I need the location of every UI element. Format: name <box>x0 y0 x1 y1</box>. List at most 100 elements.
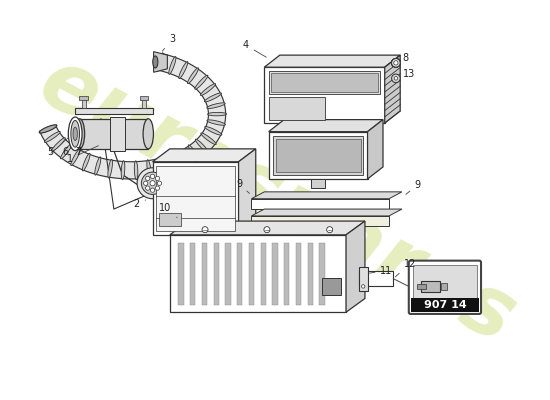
Text: 907 14: 907 14 <box>424 300 466 310</box>
Bar <box>80 96 88 100</box>
Ellipse shape <box>60 144 72 159</box>
Bar <box>251 216 389 226</box>
Bar <box>273 136 363 175</box>
Bar <box>190 244 195 305</box>
Circle shape <box>155 176 160 180</box>
FancyBboxPatch shape <box>409 261 481 314</box>
Ellipse shape <box>95 157 101 175</box>
Ellipse shape <box>170 154 177 172</box>
Bar <box>261 244 266 305</box>
Bar <box>170 235 346 312</box>
Circle shape <box>202 227 208 233</box>
Circle shape <box>392 58 400 67</box>
Bar <box>410 298 479 312</box>
Text: 12: 12 <box>395 259 416 277</box>
Text: 8: 8 <box>403 53 409 63</box>
Ellipse shape <box>82 153 90 171</box>
Bar <box>109 117 125 150</box>
Ellipse shape <box>200 84 216 96</box>
Bar <box>213 244 219 305</box>
Bar <box>268 132 367 179</box>
Bar <box>359 271 393 286</box>
Bar <box>160 213 181 226</box>
Ellipse shape <box>169 56 176 74</box>
Circle shape <box>394 77 398 80</box>
Bar <box>202 244 207 305</box>
Bar <box>322 278 341 295</box>
Ellipse shape <box>39 125 57 133</box>
Circle shape <box>141 172 164 194</box>
Polygon shape <box>268 120 383 132</box>
Ellipse shape <box>195 139 208 153</box>
Bar <box>265 67 385 123</box>
Ellipse shape <box>39 125 57 133</box>
Ellipse shape <box>108 159 112 178</box>
Ellipse shape <box>195 75 208 89</box>
Ellipse shape <box>71 149 80 166</box>
Circle shape <box>86 126 94 132</box>
Polygon shape <box>40 54 225 179</box>
Ellipse shape <box>52 138 65 151</box>
Ellipse shape <box>159 158 164 176</box>
Ellipse shape <box>180 150 189 167</box>
Bar <box>268 97 324 120</box>
Ellipse shape <box>158 53 163 71</box>
Bar <box>178 244 184 305</box>
Ellipse shape <box>134 161 138 180</box>
Bar <box>272 244 278 305</box>
Bar <box>251 199 389 209</box>
Circle shape <box>144 181 148 186</box>
Circle shape <box>392 58 400 67</box>
Circle shape <box>146 176 150 180</box>
Ellipse shape <box>188 68 199 84</box>
Ellipse shape <box>207 112 227 116</box>
Text: 10: 10 <box>160 203 177 218</box>
Text: 13: 13 <box>403 69 415 79</box>
Ellipse shape <box>207 120 226 125</box>
Text: 9: 9 <box>406 180 421 194</box>
Bar <box>75 108 152 114</box>
Bar <box>284 244 289 305</box>
Bar <box>156 166 235 230</box>
Ellipse shape <box>153 56 158 68</box>
Circle shape <box>146 186 150 190</box>
Bar <box>320 244 324 305</box>
Bar <box>441 283 448 290</box>
Text: 2: 2 <box>134 199 146 209</box>
Circle shape <box>137 168 168 199</box>
Text: 4: 4 <box>243 40 266 57</box>
Polygon shape <box>346 221 365 312</box>
Text: a passion for parts since 1985: a passion for parts since 1985 <box>160 195 343 301</box>
Bar <box>271 73 378 92</box>
Bar <box>268 72 381 94</box>
Text: 1: 1 <box>67 146 98 164</box>
Circle shape <box>392 58 400 67</box>
Polygon shape <box>265 55 400 67</box>
Polygon shape <box>239 149 256 235</box>
Bar <box>226 244 230 305</box>
Circle shape <box>394 61 398 65</box>
Bar <box>311 179 324 188</box>
Ellipse shape <box>74 119 85 149</box>
Polygon shape <box>367 120 383 179</box>
Text: 11: 11 <box>370 266 393 276</box>
Bar <box>421 281 440 292</box>
Circle shape <box>392 74 400 83</box>
Ellipse shape <box>73 127 78 140</box>
Text: 6: 6 <box>62 147 68 157</box>
Polygon shape <box>385 55 400 123</box>
Ellipse shape <box>188 145 200 160</box>
Ellipse shape <box>205 126 222 135</box>
Circle shape <box>392 58 400 67</box>
Bar <box>142 99 146 108</box>
Ellipse shape <box>179 62 188 78</box>
Bar <box>237 244 243 305</box>
Circle shape <box>264 227 270 233</box>
Bar <box>417 284 426 289</box>
Circle shape <box>392 58 400 67</box>
Bar <box>413 265 477 298</box>
Bar <box>307 244 313 305</box>
Ellipse shape <box>68 117 82 150</box>
Polygon shape <box>251 192 402 199</box>
Circle shape <box>155 186 160 190</box>
